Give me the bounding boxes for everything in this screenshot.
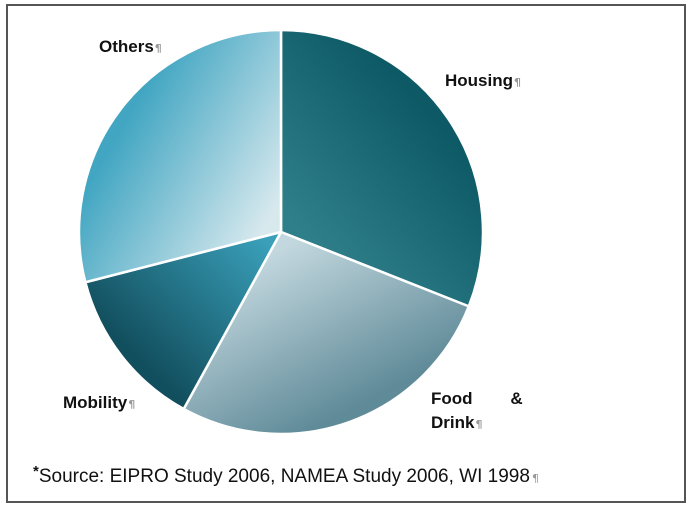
slice-label-line: Drink <box>431 413 475 432</box>
slice-label-pilcrow: ¶ <box>475 418 482 431</box>
slice-label-mobility: Mobility¶ <box>63 393 135 412</box>
slice-label-line: Others <box>99 37 154 56</box>
slice-label-pilcrow: ¶ <box>128 398 135 411</box>
footnote-text: Source: EIPRO Study 2006, NAMEA Study 20… <box>39 466 530 487</box>
pie-slice-food-drink <box>182 230 471 436</box>
slice-label-line: Housing <box>445 71 513 90</box>
source-footnote: *Source: EIPRO Study 2006, NAMEA Study 2… <box>33 463 539 487</box>
chart-frame: Housing¶ Food & Drink¶ Mobility¶ Others¶ *So… <box>6 4 686 503</box>
pie-slice-others <box>77 28 283 284</box>
pie-slices <box>77 28 485 436</box>
slice-label-pilcrow: ¶ <box>155 42 162 55</box>
footnote-asterisk: * <box>33 463 39 480</box>
slice-label-food-drink: Food & Drink¶ <box>431 389 523 432</box>
slice-label-line: Food & <box>431 389 523 408</box>
slice-label-others: Others¶ <box>99 37 162 56</box>
pie-slice-housing <box>279 28 485 308</box>
pie-labels: Housing¶Food & Drink¶Mobility¶Others¶ <box>63 37 523 432</box>
slice-label-housing: Housing¶ <box>445 71 521 90</box>
footnote-pilcrow: ¶ <box>532 472 539 485</box>
pie-slice-mobility <box>84 230 283 411</box>
slice-label-line: Mobility <box>63 393 128 412</box>
slice-label-pilcrow: ¶ <box>514 76 521 89</box>
pie-chart: Housing¶Food & Drink¶Mobility¶Others¶ *So… <box>33 28 539 487</box>
